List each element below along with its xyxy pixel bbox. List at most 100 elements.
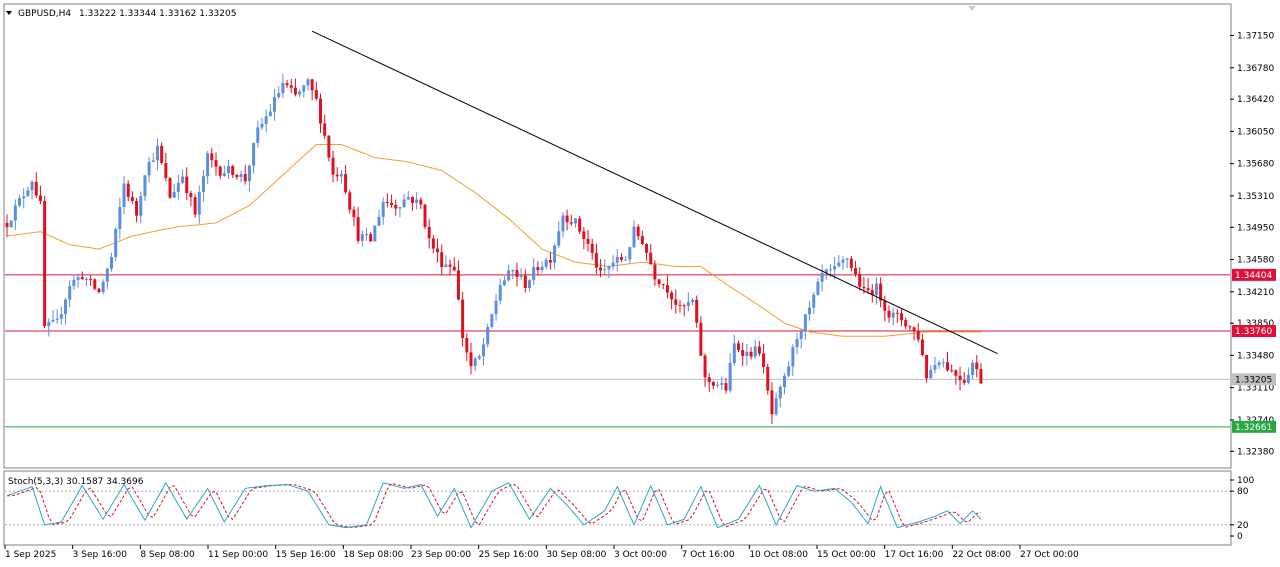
candle xyxy=(18,194,22,208)
candle xyxy=(227,159,231,179)
collapse-arrow-icon[interactable] xyxy=(968,6,976,11)
price-line-label: 1.33760 xyxy=(1232,325,1276,338)
candle xyxy=(753,339,757,359)
price-tick-label: 1.34210 xyxy=(1237,288,1274,298)
candle xyxy=(335,167,339,182)
candle xyxy=(130,191,134,204)
candle xyxy=(573,218,577,228)
candle xyxy=(302,84,306,98)
candle xyxy=(578,215,582,235)
candle xyxy=(615,249,619,272)
candle xyxy=(323,114,327,140)
candle xyxy=(110,252,113,272)
candle xyxy=(799,328,803,349)
candle xyxy=(812,292,816,314)
candle xyxy=(155,138,159,171)
candle xyxy=(975,355,979,378)
stoch-tick-label: 20 xyxy=(1237,521,1249,531)
candle xyxy=(373,225,377,242)
horizontal-lines-layer xyxy=(5,274,1230,428)
candle xyxy=(536,261,540,275)
candle xyxy=(682,303,686,317)
candle xyxy=(933,356,937,374)
candle xyxy=(84,277,88,287)
trendline-layer xyxy=(311,30,998,355)
candle xyxy=(920,334,924,357)
candle xyxy=(381,197,385,225)
time-axis: 1 Sep 2025 3 Sep 16:00 8 Sep 08:00 11 Sep 0… xyxy=(4,545,1079,560)
candle xyxy=(390,194,394,208)
candle xyxy=(565,209,569,231)
candle xyxy=(791,344,795,377)
candle xyxy=(448,259,452,275)
time-tick-label: 3 Oct 00:00 xyxy=(614,550,667,560)
symbol-menu-icon[interactable] xyxy=(6,11,12,15)
price-line-label: 1.32661 xyxy=(1232,420,1276,433)
candle xyxy=(724,377,728,394)
header-symbol: GBPUSD,H4 xyxy=(18,9,71,19)
candle xyxy=(582,227,586,250)
price-tick-label: 1.35680 xyxy=(1237,160,1274,170)
price-tick-label: 1.37150 xyxy=(1237,32,1274,42)
candle xyxy=(189,190,193,207)
time-tick-label: 15 Oct 00:00 xyxy=(817,550,876,560)
candle xyxy=(436,238,440,263)
candle xyxy=(151,153,155,163)
candle xyxy=(243,164,247,185)
candle xyxy=(114,227,118,262)
candle xyxy=(645,243,649,261)
candle xyxy=(737,340,740,353)
candle xyxy=(841,256,845,270)
candle xyxy=(26,186,30,197)
candle xyxy=(310,78,314,101)
stoch-panel-frame xyxy=(3,470,1232,546)
trendline[interactable] xyxy=(311,30,998,355)
candle xyxy=(900,308,904,327)
price-tick-label: 1.36420 xyxy=(1237,95,1274,105)
candle xyxy=(477,354,481,361)
candle xyxy=(707,373,711,393)
candle xyxy=(260,117,264,130)
candle xyxy=(745,343,749,366)
candle xyxy=(703,353,707,387)
candle xyxy=(711,381,715,390)
price-line-label-text: 1.33760 xyxy=(1235,327,1272,337)
time-tick-label: 3 Sep 16:00 xyxy=(73,550,128,560)
candle xyxy=(670,290,674,310)
candle xyxy=(553,243,557,270)
candle xyxy=(247,164,251,192)
candle xyxy=(51,310,55,323)
candle xyxy=(239,170,243,183)
candle xyxy=(93,278,97,291)
candle xyxy=(757,341,761,357)
price-tick-label: 1.33850 xyxy=(1237,319,1274,329)
candle xyxy=(415,192,419,210)
candle xyxy=(494,294,498,321)
candle xyxy=(665,275,669,299)
candle xyxy=(135,197,139,223)
candle xyxy=(866,278,870,294)
candle xyxy=(444,255,448,268)
candle xyxy=(653,260,657,287)
candle xyxy=(498,278,502,305)
time-tick-label: 22 Oct 08:00 xyxy=(952,550,1011,560)
candle xyxy=(624,255,628,261)
candle xyxy=(741,342,745,366)
moving-average-layer xyxy=(6,144,981,337)
candle xyxy=(456,260,460,301)
candle xyxy=(528,279,531,292)
candle xyxy=(699,316,703,357)
candle xyxy=(824,268,828,280)
candle xyxy=(950,364,954,373)
price-tick-label: 1.36050 xyxy=(1237,127,1274,137)
candle xyxy=(72,274,76,290)
candle xyxy=(440,244,444,275)
candle xyxy=(532,258,536,286)
candle xyxy=(519,268,523,280)
candle xyxy=(678,300,682,313)
time-tick-label: 10 Oct 08:00 xyxy=(749,550,808,560)
candle xyxy=(419,197,423,210)
price-line-label-text: 1.32661 xyxy=(1235,423,1272,433)
candle xyxy=(118,197,122,240)
